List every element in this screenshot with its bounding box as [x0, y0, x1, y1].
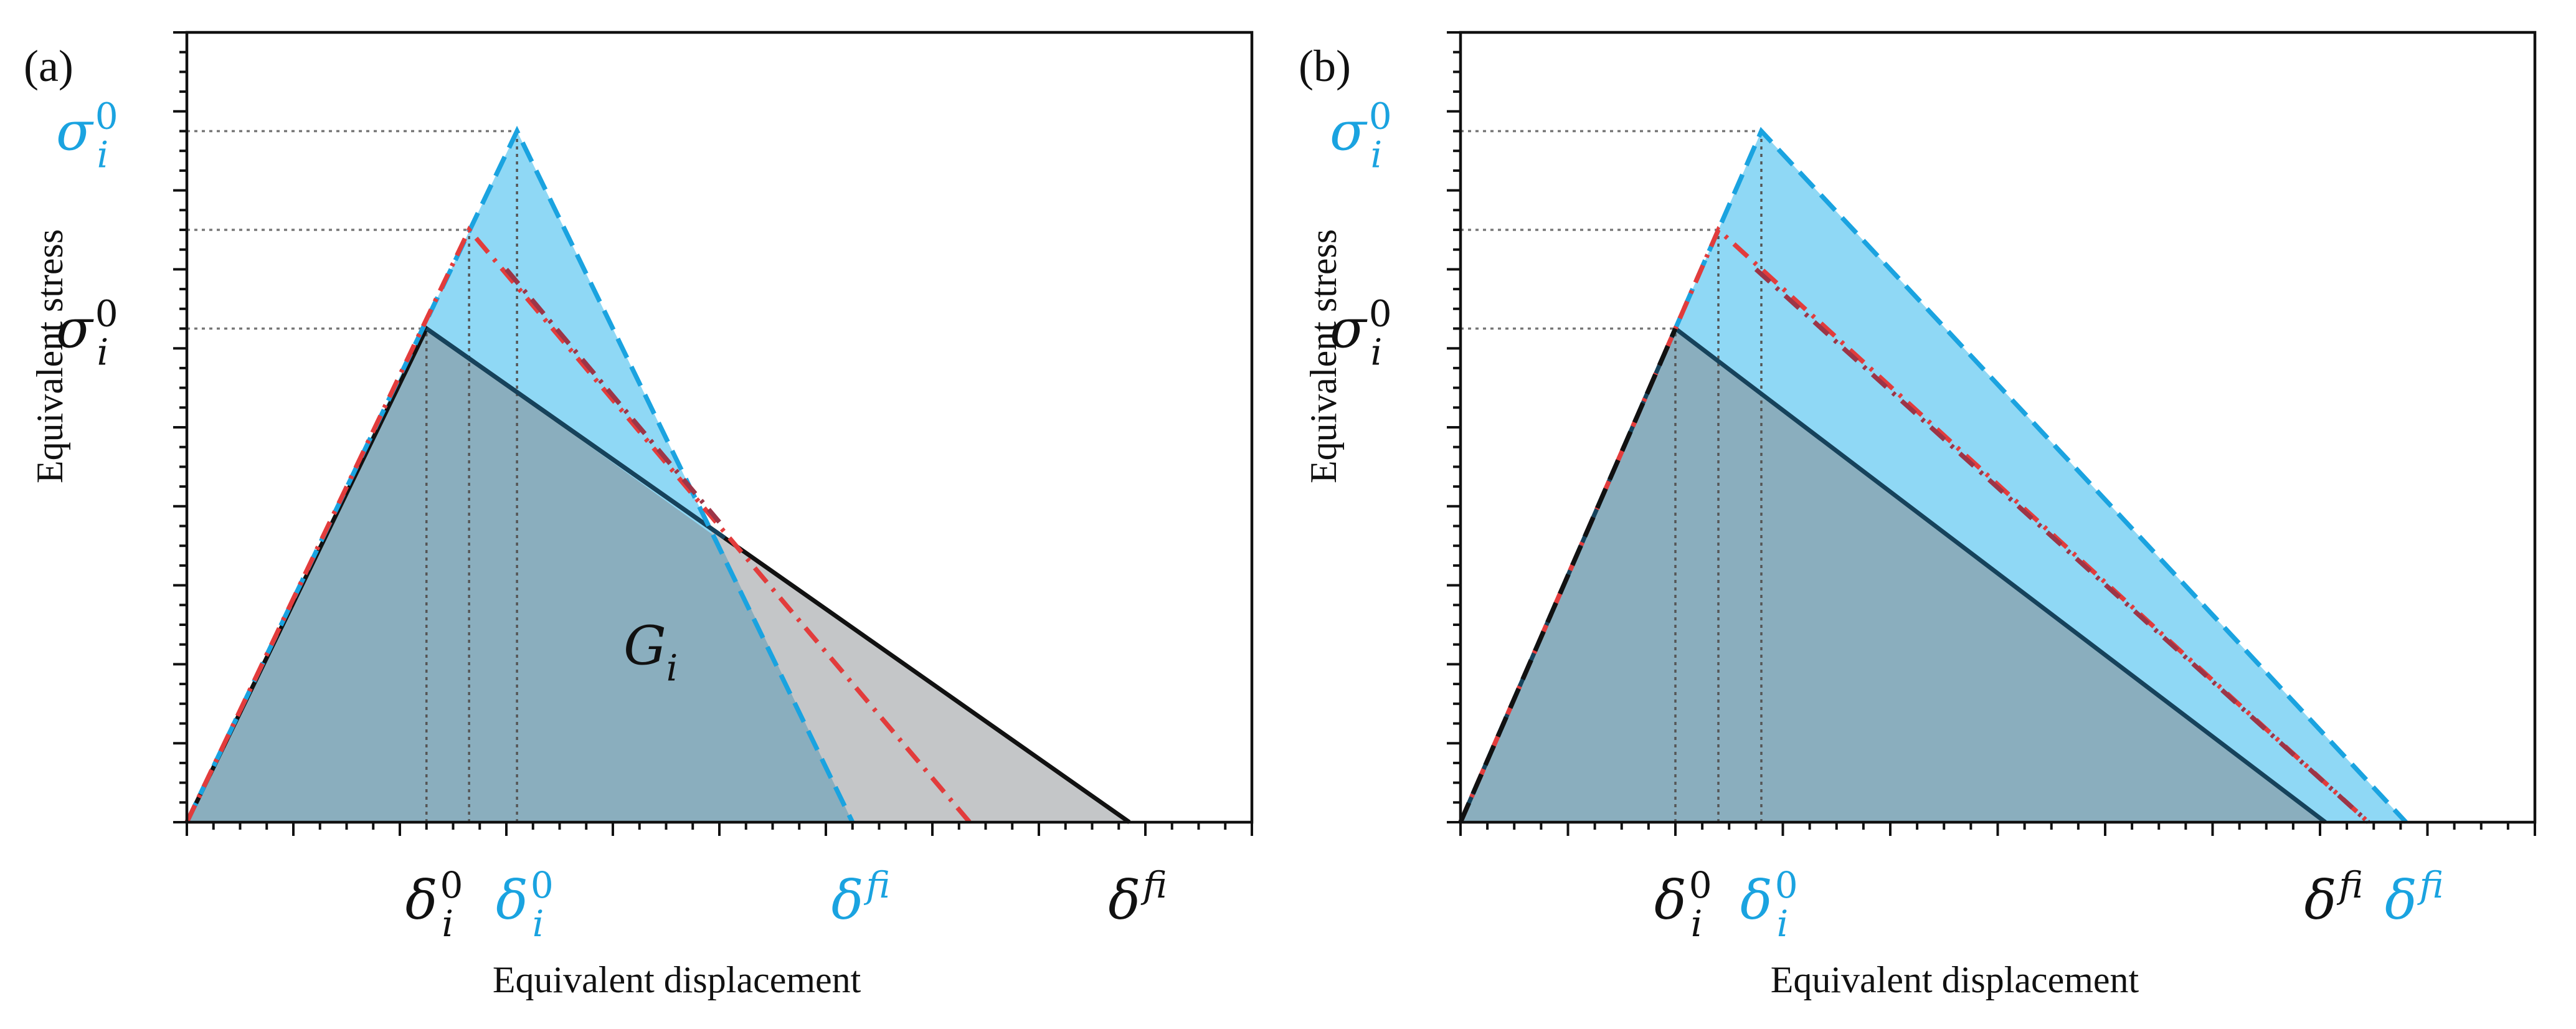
- series-navy-inner-law: [425, 326, 726, 540]
- x-label-delta: δ0 i: [405, 864, 463, 945]
- panel-label: (a): [24, 41, 73, 91]
- panel-a: (a) Equivalent displacement Equivalent str…: [24, 31, 1254, 1000]
- y-label-sigma: σ0 i: [1330, 95, 1392, 176]
- x-label-delta: δfi: [1108, 864, 1167, 932]
- x-label-delta: δ0 i: [1740, 864, 1798, 945]
- x-label-delta: δfi: [2385, 864, 2443, 932]
- x-label-delta: δfi: [2304, 864, 2363, 932]
- series-blue-law: [184, 125, 855, 823]
- panel-b: (b) Equivalent displacement Equivalent str…: [1299, 31, 2537, 1000]
- y-label-sigma: σ0 i: [1330, 293, 1392, 374]
- area-overlap-area: [187, 328, 853, 822]
- y-axis-title: Equivalent stress: [29, 229, 70, 483]
- x-label-delta: δ0 i: [496, 864, 554, 945]
- y-label-sigma: σ0 i: [56, 95, 118, 176]
- y-label-sigma: σ0 i: [56, 293, 118, 374]
- series-dark-red-law: [504, 267, 721, 524]
- series-red-law: [1458, 225, 2370, 824]
- x-label-delta: δ0 i: [1654, 864, 1712, 945]
- series-red-law: [184, 225, 972, 824]
- x-label-delta: δfi: [831, 864, 890, 932]
- x-axis-title: Equivalent displacement: [1771, 959, 2139, 1000]
- y-axis-title: Equivalent stress: [1303, 229, 1344, 483]
- series-black-law: [1458, 328, 1678, 823]
- panel-label: (b): [1299, 41, 1351, 91]
- area-annotation: Gi: [623, 615, 678, 689]
- area-overlap-area: [1461, 328, 2326, 822]
- x-axis-title: Equivalent displacement: [493, 959, 861, 1000]
